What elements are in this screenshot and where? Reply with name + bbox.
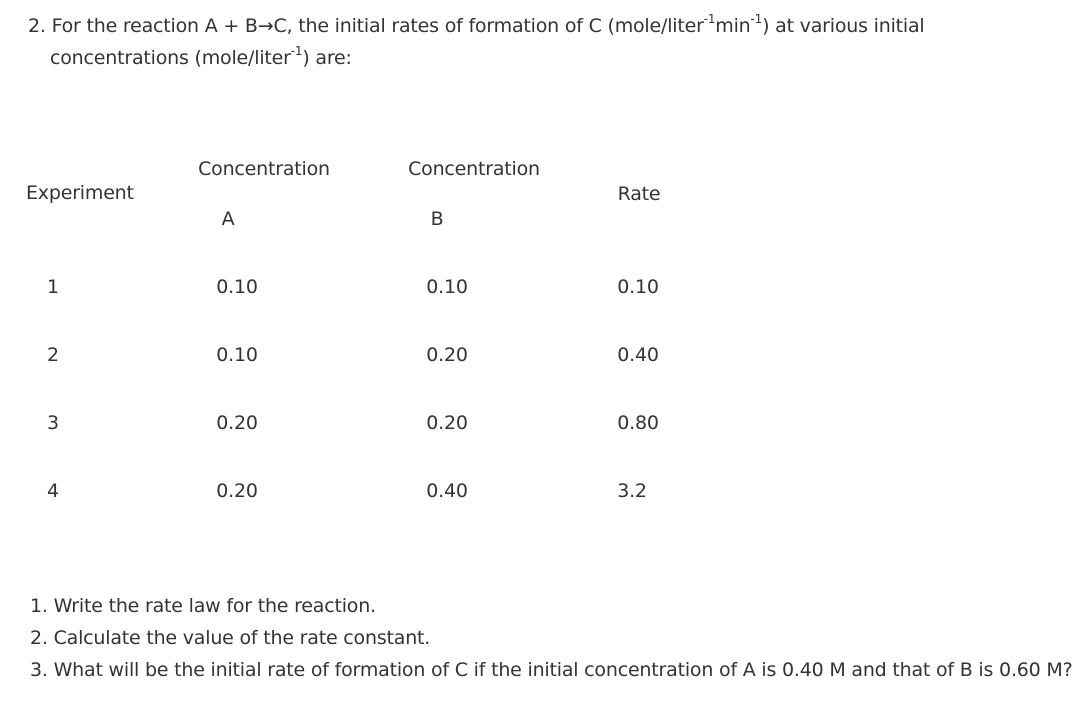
problem-line-2: concentrations (mole/liter-1) are: [28, 42, 1068, 74]
cell-conc-a: 0.20 [216, 480, 258, 502]
cell-experiment: 1 [47, 276, 59, 298]
question-item: 2. Calculate the value of the rate const… [30, 627, 431, 649]
problem-text: ) at various initial [762, 15, 925, 37]
header-concentration-b: Concentration [408, 158, 540, 180]
problem-text: ) are: [302, 47, 352, 69]
question-item: 3. What will be the initial rate of form… [30, 659, 1073, 681]
problem-text: concentrations (mole/liter [50, 47, 291, 69]
cell-conc-a: 0.20 [216, 412, 258, 434]
cell-conc-a: 0.10 [216, 344, 258, 366]
cell-rate: 0.40 [617, 344, 659, 366]
question-list: 1. Write the rate law for the reaction. … [30, 590, 1073, 686]
problem-line-1: 2. For the reaction A + B→C, the initial… [28, 10, 1068, 42]
problem-statement: 2. For the reaction A + B→C, the initial… [28, 10, 1068, 74]
problem-number: 2. [28, 15, 46, 37]
cell-conc-a: 0.10 [216, 276, 258, 298]
cell-experiment: 3 [47, 412, 59, 434]
header-concentration-a: Concentration [198, 158, 330, 180]
cell-conc-b: 0.10 [426, 276, 468, 298]
problem-text: min [715, 15, 751, 37]
cell-experiment: 2 [47, 344, 59, 366]
superscript: -1 [703, 11, 716, 26]
cell-rate: 0.10 [617, 276, 659, 298]
superscript: -1 [290, 43, 303, 58]
cell-conc-b: 0.20 [426, 412, 468, 434]
cell-conc-b: 0.20 [426, 344, 468, 366]
cell-rate: 3.2 [617, 480, 647, 502]
problem-text: For the reaction A + B [51, 15, 258, 37]
header-experiment: Experiment [26, 182, 134, 204]
header-a: A [221, 208, 235, 230]
cell-rate: 0.80 [617, 412, 659, 434]
problem-text: C, the initial rates of formation of C (… [273, 15, 704, 37]
cell-experiment: 4 [47, 480, 59, 502]
question-item: 1. Write the rate law for the reaction. [30, 595, 376, 617]
header-b: B [430, 208, 444, 230]
header-rate: Rate [617, 183, 661, 205]
cell-conc-b: 0.40 [426, 480, 468, 502]
superscript: -1 [750, 11, 763, 26]
reaction-arrow: → [257, 15, 274, 37]
